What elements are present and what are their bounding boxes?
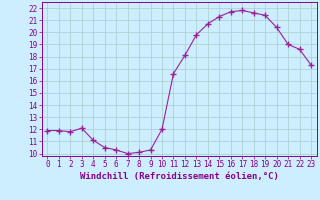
X-axis label: Windchill (Refroidissement éolien,°C): Windchill (Refroidissement éolien,°C)	[80, 172, 279, 181]
